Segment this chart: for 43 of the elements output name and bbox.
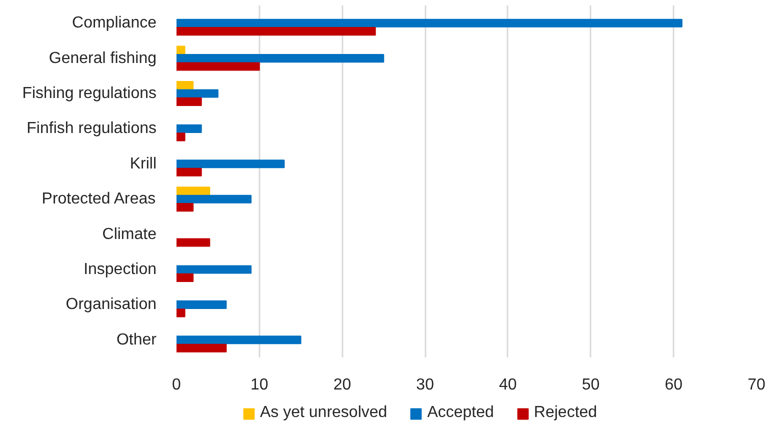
bar xyxy=(176,273,194,282)
bar xyxy=(176,62,260,71)
bar xyxy=(176,344,227,352)
y-tick-label: Organisation xyxy=(66,296,156,314)
y-tick-label: Inspection xyxy=(84,261,156,278)
x-tick-label: 10 xyxy=(250,376,268,394)
legend-label: Accepted xyxy=(427,404,494,422)
y-tick-label: Protected Areas xyxy=(42,190,156,208)
bar xyxy=(176,160,285,168)
y-tick-label: Compliance xyxy=(72,14,157,32)
bar xyxy=(176,265,252,274)
bar xyxy=(176,308,186,318)
bar xyxy=(176,194,252,204)
bar xyxy=(176,300,227,309)
bar xyxy=(176,54,384,63)
y-tick-label: Krill xyxy=(130,155,157,172)
x-tick-label: 50 xyxy=(582,376,600,394)
bar xyxy=(176,18,682,28)
bar xyxy=(176,97,202,106)
x-tick-label: 20 xyxy=(333,376,352,394)
y-tick-label: Climate xyxy=(102,226,157,243)
bar xyxy=(176,124,202,133)
bar xyxy=(176,81,194,90)
legend-label: Rejected xyxy=(534,404,598,422)
x-tick-label: 0 xyxy=(172,376,182,394)
x-tick-label: 30 xyxy=(416,376,434,394)
bar xyxy=(176,46,186,54)
bar xyxy=(176,203,194,212)
bar xyxy=(176,336,302,344)
y-tick-label: Other xyxy=(116,331,158,348)
legend-label: As yet unresolved xyxy=(260,404,388,422)
bar xyxy=(176,132,186,142)
bar xyxy=(176,186,210,196)
y-tick-label: Fishing regulations xyxy=(22,85,156,102)
y-tick-label: Finfish regulations xyxy=(26,120,156,138)
x-tick-label: 40 xyxy=(499,376,517,394)
y-tick-label: General fishing xyxy=(48,50,157,67)
bar xyxy=(176,27,376,36)
x-tick-label: 70 xyxy=(748,376,766,394)
bar xyxy=(176,238,210,247)
bar xyxy=(176,168,202,176)
x-tick-label: 60 xyxy=(664,376,683,394)
bar xyxy=(176,89,218,98)
